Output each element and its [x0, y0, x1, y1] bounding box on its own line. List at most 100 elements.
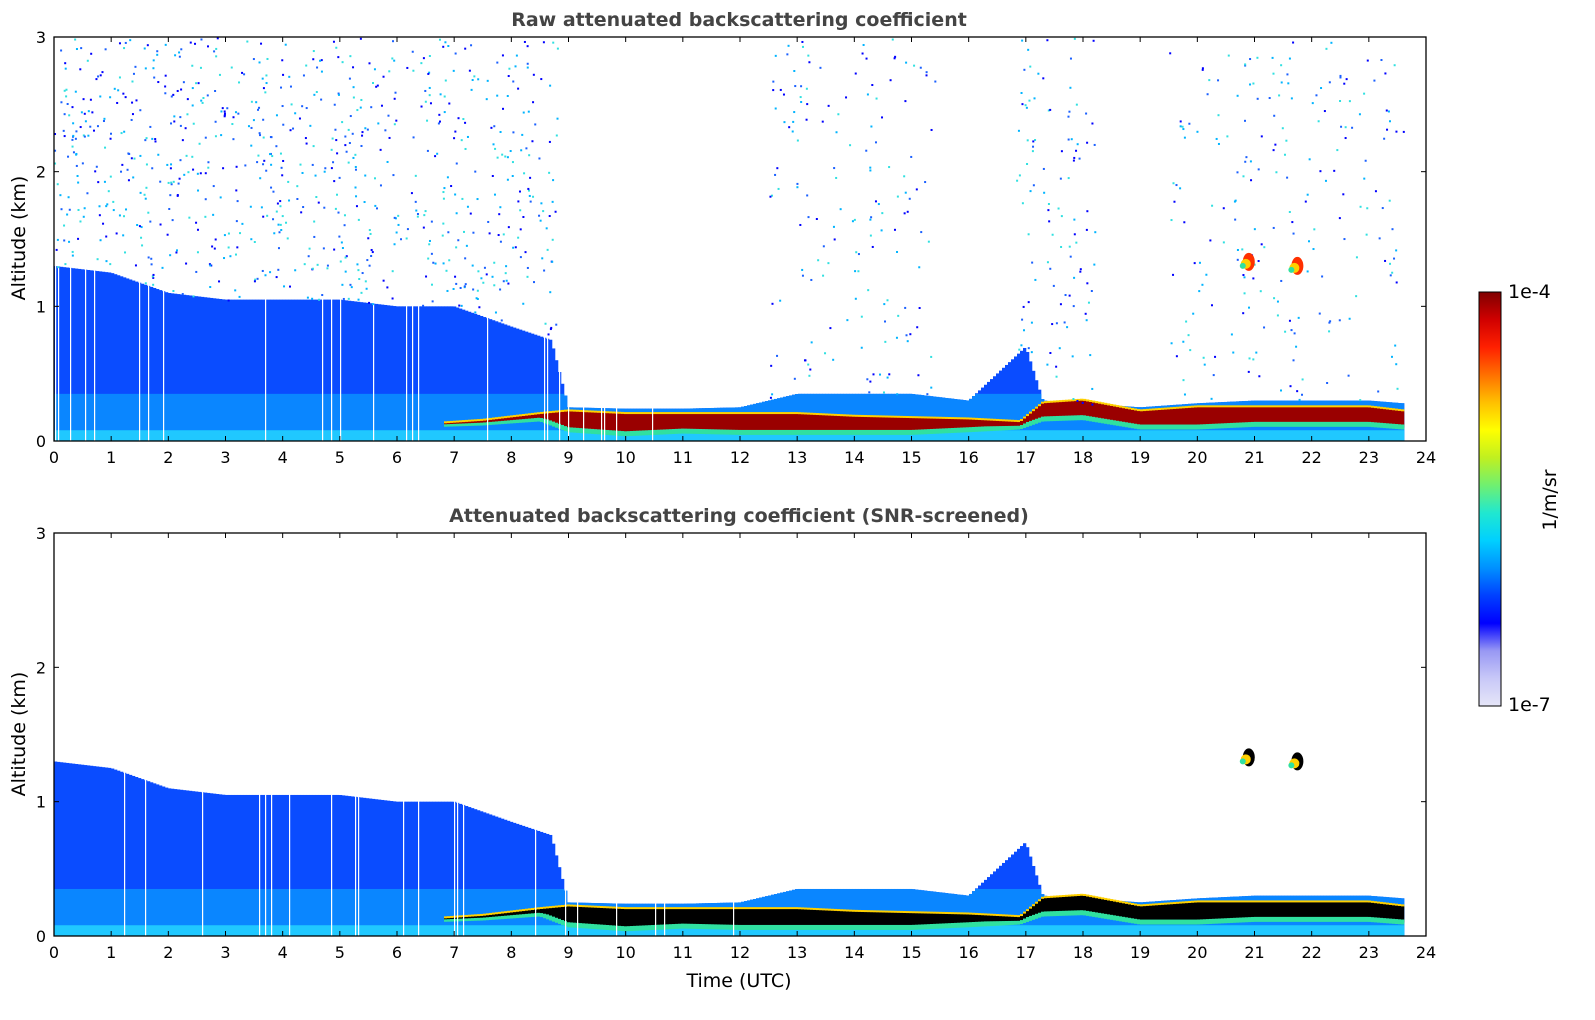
- aerosol-cell: [570, 430, 574, 441]
- aerosol-cell: [537, 430, 541, 441]
- cloud-edge-cell: [1026, 414, 1030, 418]
- aerosol-cell: [408, 801, 412, 936]
- cloud-edge-cell: [1302, 405, 1306, 409]
- noise-cell: [1390, 355, 1393, 358]
- cloud-edge-cell: [960, 427, 964, 433]
- cloud-edge-cell: [1005, 425, 1009, 431]
- cloud-edge-cell: [1125, 406, 1129, 410]
- noise-cell: [288, 199, 291, 202]
- cloud-cell: [561, 411, 565, 428]
- aerosol-cell: [69, 763, 73, 936]
- noise-cell: [322, 247, 325, 250]
- noise-cell: [1363, 92, 1366, 95]
- gap-cell: [403, 533, 405, 936]
- aerosol-cell: [297, 299, 301, 441]
- noise-cell: [394, 217, 397, 220]
- noise-cell: [393, 97, 396, 100]
- aerosol-cell: [81, 888, 85, 936]
- aerosol-cell: [789, 925, 793, 936]
- noise-cell: [443, 111, 446, 114]
- aerosol-cell: [405, 801, 409, 936]
- cloud-edge-cell: [489, 417, 493, 421]
- noise-cell: [179, 124, 182, 127]
- cloud-edge-cell: [774, 429, 778, 435]
- noise-cell: [1026, 163, 1029, 166]
- cloud-cell: [702, 414, 706, 433]
- cloud-edge-cell: [903, 429, 907, 435]
- cloud-edge-cell: [1068, 399, 1072, 403]
- cloud-edge-cell: [837, 909, 841, 913]
- noise-cell: [1230, 333, 1233, 336]
- noise-cell: [1215, 137, 1218, 140]
- aerosol-cell: [531, 430, 535, 441]
- cloud-cell: [621, 413, 625, 435]
- noise-cell: [934, 80, 937, 83]
- noise-cell: [1307, 240, 1310, 243]
- noise-cell: [774, 107, 777, 110]
- noise-cell: [1217, 142, 1220, 145]
- aerosol-cell: [456, 393, 460, 441]
- noise-cell: [1292, 41, 1295, 44]
- aerosol-cell: [390, 888, 394, 936]
- cloud-cell: [1056, 402, 1060, 419]
- cloud-edge-cell: [1284, 421, 1288, 427]
- aerosol-cell: [225, 794, 229, 936]
- cloud-edge-cell: [1380, 406, 1384, 410]
- cloud-edge-cell: [525, 908, 529, 912]
- aerosol-cell: [117, 770, 121, 936]
- cloud-cell: [1167, 409, 1171, 428]
- noise-cell: [374, 204, 377, 207]
- noise-cell: [794, 85, 797, 88]
- noise-cell: [1275, 171, 1278, 174]
- cloud-edge-cell: [798, 924, 802, 930]
- cloud-edge-cell: [1101, 402, 1105, 406]
- cloud-cell: [483, 420, 487, 424]
- noise-cell: [371, 303, 374, 306]
- noise-cell: [1252, 277, 1255, 280]
- cloud-edge-cell: [1305, 421, 1309, 427]
- noise-cell: [212, 213, 215, 216]
- cloud-edge-cell: [786, 924, 790, 930]
- noise-cell: [276, 202, 279, 205]
- aerosol-cell: [1071, 430, 1075, 441]
- noise-cell: [548, 140, 551, 143]
- aerosol-cell: [213, 298, 217, 441]
- cloud-edge-cell: [1266, 405, 1270, 409]
- noise-cell: [1306, 270, 1309, 273]
- cloud-cell: [696, 909, 700, 927]
- cloud-edge-cell: [1179, 406, 1183, 410]
- aerosol-cell: [783, 925, 787, 936]
- aerosol-cell: [186, 295, 190, 441]
- noise-cell: [517, 236, 520, 239]
- aerosol-cell: [495, 816, 499, 936]
- aerosol-cell: [195, 296, 199, 441]
- cloud-edge-cell: [552, 421, 556, 427]
- cloud-edge-cell: [1098, 417, 1102, 423]
- aerosol-cell: [312, 299, 316, 441]
- aerosol-cell: [501, 323, 505, 441]
- cloud-edge-cell: [1086, 399, 1090, 403]
- cloud-edge-cell: [1260, 405, 1264, 409]
- aerosol-cell: [219, 925, 223, 936]
- y-tick-label: 2: [36, 163, 46, 182]
- aerosol-cell: [1161, 430, 1165, 441]
- noise-cell: [1179, 187, 1182, 190]
- cloud-edge-cell: [501, 915, 505, 920]
- noise-cell: [832, 225, 835, 228]
- noise-cell: [98, 214, 101, 217]
- noise-cell: [151, 167, 154, 170]
- noise-cell: [1268, 97, 1271, 100]
- cloud-edge-cell: [540, 411, 544, 415]
- noise-cell: [450, 185, 453, 188]
- cloud-edge-cell: [552, 905, 556, 909]
- noise-cell: [807, 216, 810, 219]
- aerosol-cell: [477, 314, 481, 441]
- cloud-cell: [906, 418, 910, 433]
- aerosol-cell: [297, 925, 301, 936]
- cloud-cell: [1374, 408, 1378, 426]
- cloud-cell: [507, 417, 511, 422]
- cloud-edge-cell: [822, 413, 826, 417]
- cloud-edge-cell: [1224, 405, 1228, 409]
- cloud-edge-cell: [750, 924, 754, 930]
- aerosol-cell: [420, 888, 424, 936]
